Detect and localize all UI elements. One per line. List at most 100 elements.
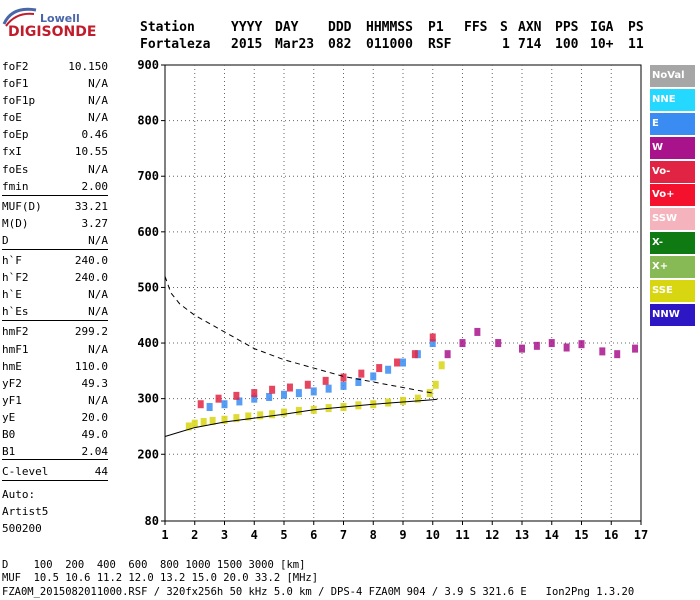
- param-value: N/A: [88, 233, 108, 247]
- legend-item: NNE: [650, 88, 695, 111]
- param-name: foF1p: [2, 94, 36, 108]
- divider: [2, 249, 108, 250]
- x-tick-label: 14: [545, 528, 559, 542]
- header-value-axn: 714: [518, 37, 542, 52]
- data-point: [429, 333, 436, 342]
- param-value: 3.27: [81, 216, 109, 230]
- data-point: [266, 392, 273, 401]
- header-label-axn: AXN: [518, 20, 542, 35]
- x-tick-label: 13: [515, 528, 529, 542]
- header-value-yyyy: 2015: [231, 37, 263, 52]
- param-row: hmF1 N/A: [2, 341, 108, 358]
- param-value: 33.21: [74, 199, 108, 213]
- header-value-hhmmss: 011000: [366, 37, 413, 52]
- x-tick-label: 4: [251, 528, 258, 542]
- param-value: N/A: [88, 111, 108, 125]
- data-point: [340, 373, 347, 382]
- x-tick-label: 2: [191, 528, 198, 542]
- x-tick-label: 12: [485, 528, 499, 542]
- autoscale-label: Auto:: [2, 488, 36, 502]
- param-row: foF1 N/A: [2, 75, 108, 92]
- scaled-parameters-panel: foF2 10.150 foF1 N/A foF1p N/A foE N/A foEp 0…: [2, 58, 108, 538]
- param-name: hmE: [2, 359, 22, 373]
- param-value: N/A: [88, 94, 108, 108]
- data-point: [209, 416, 216, 425]
- param-name: h`F: [2, 254, 22, 268]
- legend-item: E: [650, 112, 695, 135]
- x-tick-label: 10: [426, 528, 440, 542]
- header-label-day: DAY: [275, 20, 299, 35]
- legend: NoVal NNE E W Vo- Vo+ SSW X- X+ SSE NNW: [650, 65, 695, 328]
- data-point: [310, 387, 317, 396]
- y-tick-label: 600: [137, 225, 159, 239]
- param-name: foE: [2, 111, 22, 125]
- param-row: B0 49.0: [2, 426, 108, 443]
- param-name: B0: [2, 427, 16, 441]
- logo-lowell: Lowell: [40, 12, 80, 25]
- footer-distance-row: D 100 200 400 600 800 1000 1500 3000 [km…: [2, 559, 306, 571]
- autoscale-version: 500200: [2, 522, 42, 536]
- data-point: [281, 408, 287, 417]
- data-point: [286, 383, 293, 392]
- data-point: [533, 341, 540, 350]
- footer-muf-row: MUF 10.5 10.6 11.2 12.0 13.2 15.0 20.0 3…: [2, 572, 319, 584]
- header-label-yyyy: YYYY: [231, 20, 263, 35]
- data-point: [474, 327, 481, 336]
- param-value: 44: [94, 465, 108, 479]
- header-label-p1: P1: [428, 20, 444, 35]
- param-row: hmF2 299.2: [2, 323, 108, 340]
- legend-item: Vo-: [650, 160, 695, 183]
- param-value: 240.0: [74, 271, 108, 285]
- data-point: [185, 422, 192, 431]
- param-row: h`Es N/A: [2, 303, 108, 320]
- header-value-pps: 100: [555, 37, 579, 52]
- data-point: [304, 380, 311, 389]
- data-point: [376, 364, 383, 373]
- x-tick-label: 3: [221, 528, 228, 542]
- param-row: foEs N/A: [2, 161, 108, 178]
- param-name: hmF2: [2, 325, 29, 339]
- data-point: [245, 412, 252, 421]
- data-point: [411, 350, 418, 359]
- autoscale-line: Artist5: [2, 503, 108, 520]
- data-point: [233, 414, 240, 423]
- header-label-iga: IGA: [590, 20, 614, 35]
- param-row: yF1 N/A: [2, 392, 108, 409]
- data-point: [578, 340, 585, 349]
- header-label-ffs: FFS: [464, 20, 488, 35]
- param-name: h`E: [2, 288, 22, 302]
- data-point: [215, 394, 222, 403]
- x-tick-label: 11: [455, 528, 469, 542]
- param-value: 0.46: [81, 128, 109, 142]
- x-tick-label: 9: [399, 528, 406, 542]
- param-value: N/A: [88, 288, 108, 302]
- footer-info: FZA0M_2015082011000.RSF / 320fx256h 50 k…: [2, 586, 635, 598]
- param-name: yF1: [2, 393, 22, 407]
- autoscale-line: Auto:: [2, 486, 108, 503]
- header-value-s: 1: [502, 37, 510, 52]
- x-tick-label: 7: [340, 528, 347, 542]
- header-label-ddd: DDD: [328, 20, 352, 35]
- param-row: MUF(D) 33.21: [2, 198, 108, 215]
- param-row: foF2 10.150: [2, 58, 108, 75]
- param-name: h`Es: [2, 305, 29, 319]
- digisonde-logo-icon: [2, 7, 37, 27]
- y-tick-label: 300: [137, 392, 159, 406]
- param-row: h`F 240.0: [2, 252, 108, 269]
- param-value: N/A: [88, 393, 108, 407]
- param-value: 240.0: [74, 254, 108, 268]
- data-point: [197, 400, 204, 409]
- data-point: [385, 398, 392, 407]
- header-label-ps: PS: [628, 20, 644, 35]
- param-name: yF2: [2, 376, 22, 390]
- data-point: [632, 344, 639, 353]
- data-point: [400, 396, 406, 405]
- param-value: N/A: [88, 162, 108, 176]
- param-row: yF2 49.3: [2, 375, 108, 392]
- param-name: foF2: [2, 60, 29, 73]
- data-point: [269, 385, 276, 394]
- x-tick-label: 6: [310, 528, 317, 542]
- data-point: [221, 400, 228, 409]
- param-value: 2.00: [81, 179, 109, 193]
- data-point: [355, 377, 362, 386]
